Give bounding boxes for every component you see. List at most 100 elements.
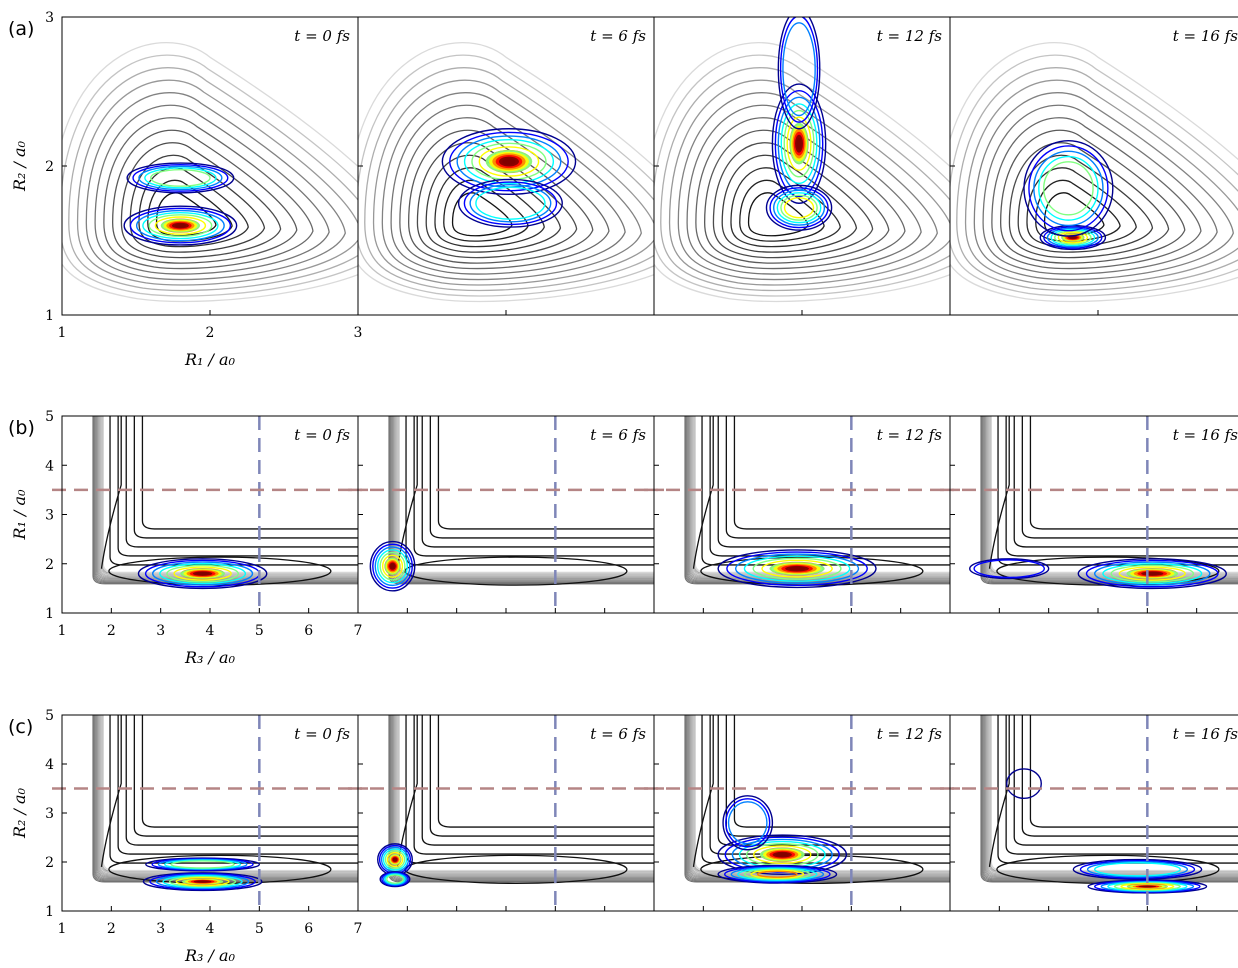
pes-contour	[358, 54, 654, 297]
pes-contour	[668, 79, 950, 286]
x-tick-label: 2	[206, 325, 215, 341]
wavepacket-contour	[1043, 226, 1103, 249]
pes-contour	[413, 416, 654, 557]
wavepacket-contour	[777, 17, 821, 130]
wavepacket-contour	[717, 549, 877, 589]
wavepacket-contour	[148, 214, 213, 238]
panel-(b)-2	[684, 416, 950, 613]
pes-contour	[92, 715, 358, 883]
pes-contour	[1021, 416, 1238, 539]
wavepacket-contour	[152, 561, 254, 586]
time-label: t = 0 fs	[294, 725, 350, 743]
pes-contour	[99, 715, 358, 875]
pes-contour	[99, 416, 358, 577]
wavepacket-contour	[175, 876, 230, 887]
pes-contour	[372, 79, 654, 286]
panel-(a)-2	[654, 17, 950, 303]
x-tick-label: 3	[354, 325, 363, 341]
wavepacket-contour	[753, 845, 812, 865]
wavepacket-contour	[457, 178, 563, 228]
wavepacket-core	[789, 566, 805, 571]
pes-contour	[434, 167, 545, 248]
x-tick-label: 4	[206, 921, 215, 937]
wavepacket-core	[174, 223, 187, 228]
wavepacket-contour	[149, 873, 256, 891]
panel-(c)-3	[980, 715, 1238, 911]
pes-contour	[97, 715, 358, 878]
x-tick-label: 1	[58, 921, 67, 937]
time-label: t = 6 fs	[590, 426, 646, 444]
y-tick-label: 1	[45, 308, 54, 324]
pes-contour	[98, 416, 358, 579]
wavepacket-core	[775, 852, 789, 857]
x-tick-label: 3	[156, 623, 165, 639]
pes-contour	[950, 54, 1238, 297]
pes-contour	[687, 715, 950, 879]
pes-contour	[1005, 715, 1238, 855]
wavepacket-contour	[145, 857, 261, 872]
pes-contour	[390, 104, 626, 275]
pes-contour	[981, 416, 1238, 584]
pes-contour	[102, 715, 358, 871]
pes-contour	[421, 715, 654, 846]
pes-contour	[364, 67, 654, 292]
pes-contour	[950, 42, 1238, 303]
x-tick-label: 7	[354, 623, 363, 639]
y-tick-label: 2	[45, 855, 54, 871]
wavepacket-contour	[382, 848, 408, 871]
wavepacket-contour	[151, 858, 254, 871]
wavepacket-contour	[1072, 858, 1203, 880]
pes-contour	[125, 715, 358, 846]
wavepacket-contour	[126, 162, 235, 194]
y-tick-label: 1	[45, 606, 54, 622]
y-tick-label: 3	[45, 806, 54, 822]
pes-contour	[93, 715, 358, 882]
wavepacket-contour	[1023, 139, 1114, 237]
pes-contour	[690, 416, 950, 579]
wavepacket-contour	[159, 563, 247, 585]
wavepacket-contour	[475, 186, 546, 220]
pes-contour	[990, 416, 1238, 573]
wavepacket-core	[1141, 885, 1154, 888]
pes-contour	[1008, 142, 1170, 259]
pes-contour	[733, 715, 950, 828]
wavepacket-contour	[384, 850, 406, 869]
wavepacket-contour	[142, 211, 219, 240]
pes-contour	[437, 715, 654, 828]
wavepacket-contour	[717, 834, 848, 875]
pes-contour	[695, 117, 906, 270]
wavepacket-contour	[135, 209, 225, 242]
time-label: t = 6 fs	[590, 725, 646, 743]
wavepacket-contour	[761, 559, 833, 578]
x-tick-label: 2	[107, 921, 116, 937]
panel-(c)-0	[92, 715, 358, 911]
pes-contour	[684, 416, 950, 585]
pes-contour	[68, 67, 358, 292]
wavepacket-contour	[783, 197, 815, 219]
x-axis-label: R₁ / a₀	[184, 350, 236, 369]
pes-contour	[429, 416, 654, 539]
row-label: (b)	[8, 417, 35, 439]
y-tick-label: 4	[45, 757, 54, 773]
wavepacket-contour	[386, 851, 404, 868]
time-label: t = 12 fs	[877, 725, 943, 743]
pes-contour	[688, 715, 950, 879]
y-tick-label: 5	[45, 409, 54, 425]
wavepacket-contour	[782, 22, 816, 117]
pes-contour	[100, 416, 122, 569]
wavepacket-core	[196, 880, 209, 883]
pes-contour	[984, 715, 1238, 879]
pes-contour	[987, 416, 1238, 577]
panel-(c)-1	[377, 715, 654, 911]
wavepacket-contour	[379, 551, 406, 581]
time-label: t = 6 fs	[590, 27, 646, 45]
pes-contour	[125, 416, 358, 548]
wavepacket-contour	[1102, 563, 1203, 585]
wavepacket-contour	[774, 89, 824, 198]
wavepacket-contour	[170, 860, 235, 869]
pes-contour	[98, 715, 358, 877]
y-axis-label: R₂ / a₀	[10, 787, 29, 839]
pes-contour	[982, 104, 1218, 275]
pes-contour	[96, 416, 358, 580]
pes-contour	[983, 416, 1238, 581]
